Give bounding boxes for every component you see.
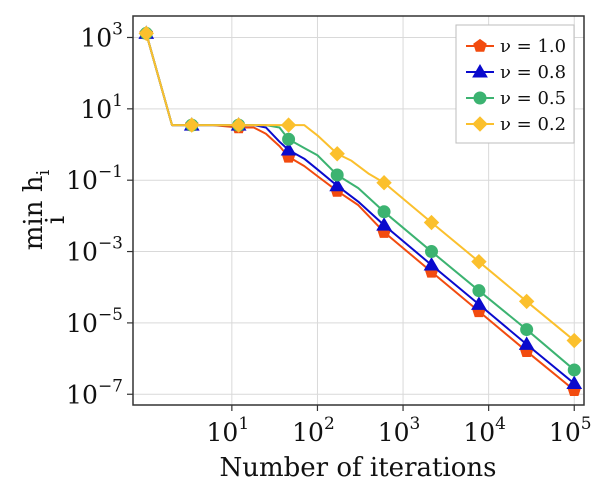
legend-entry: ν = 0.2 bbox=[466, 114, 566, 135]
data-point-marker bbox=[425, 245, 439, 259]
legend-marker bbox=[472, 64, 488, 78]
data-point-marker bbox=[377, 205, 391, 219]
x-tick-label: 105 bbox=[549, 414, 592, 447]
y-axis-title-under: i bbox=[41, 216, 71, 224]
svg-text:min hi: min hi bbox=[19, 170, 54, 251]
x-tick-label: 101 bbox=[207, 414, 250, 447]
x-axis-title: Number of iterations bbox=[220, 453, 497, 483]
y-tick-label: 103 bbox=[80, 19, 123, 52]
legend: ν = 1.0 ν = 0.8 ν = 0.5 ν = 0.2 bbox=[455, 24, 575, 144]
data-point-marker bbox=[471, 253, 487, 270]
plot-frame bbox=[132, 15, 585, 406]
data-point-marker bbox=[471, 296, 487, 310]
legend-entry: ν = 0.8 bbox=[466, 62, 566, 83]
x-axis-ticks: 101 102 103 104 105 bbox=[207, 405, 592, 447]
y-axis-ticks: 103 101 10−1 10−3 10−5 10−7 bbox=[66, 19, 133, 409]
data-point-marker bbox=[423, 256, 440, 271]
legend-label: ν = 0.2 bbox=[500, 114, 566, 135]
data-point-marker bbox=[329, 177, 346, 192]
y-tick-label: 10−7 bbox=[66, 376, 123, 409]
data-point-marker bbox=[280, 117, 297, 133]
legend-entry: ν = 0.5 bbox=[466, 88, 566, 109]
legend-label: ν = 0.8 bbox=[500, 62, 566, 83]
data-point-marker bbox=[518, 293, 535, 310]
data-point-marker bbox=[423, 214, 440, 231]
x-tick-label: 102 bbox=[292, 414, 335, 447]
series-3 bbox=[138, 25, 582, 349]
data-point-marker bbox=[566, 332, 582, 349]
y-tick-label: 10−3 bbox=[66, 234, 123, 267]
y-tick-label: 10−1 bbox=[66, 162, 123, 195]
legend-label: ν = 0.5 bbox=[500, 88, 566, 109]
legend-entry: ν = 1.0 bbox=[466, 36, 566, 57]
y-tick-label: 10−5 bbox=[66, 305, 123, 338]
y-tick-label: 101 bbox=[80, 91, 123, 124]
data-point-marker bbox=[472, 284, 486, 298]
data-point-marker bbox=[230, 117, 247, 133]
data-point-marker bbox=[138, 25, 154, 42]
legend-marker bbox=[473, 38, 487, 52]
legend-marker bbox=[473, 91, 487, 105]
series-layer bbox=[138, 25, 583, 396]
data-point-marker bbox=[376, 175, 392, 191]
x-tick-label: 103 bbox=[378, 414, 421, 447]
y-axis-title: min hi i bbox=[19, 170, 71, 251]
data-point-marker bbox=[520, 323, 534, 337]
legend-label: ν = 1.0 bbox=[500, 36, 566, 57]
x-tick-label: 104 bbox=[463, 414, 506, 447]
grid bbox=[133, 16, 584, 405]
data-point-marker bbox=[566, 375, 583, 390]
data-point-marker bbox=[376, 217, 392, 231]
legend-marker bbox=[472, 116, 488, 132]
y-axis-title-subscript: i bbox=[33, 170, 54, 176]
data-point-marker bbox=[280, 142, 297, 156]
data-point-marker bbox=[567, 363, 581, 377]
data-point-marker bbox=[330, 168, 344, 182]
data-point-marker bbox=[518, 336, 535, 350]
data-point-marker bbox=[282, 132, 296, 146]
data-point-marker bbox=[184, 117, 200, 133]
data-point-marker bbox=[329, 146, 345, 162]
y-axis-title-main: min h bbox=[19, 175, 49, 250]
